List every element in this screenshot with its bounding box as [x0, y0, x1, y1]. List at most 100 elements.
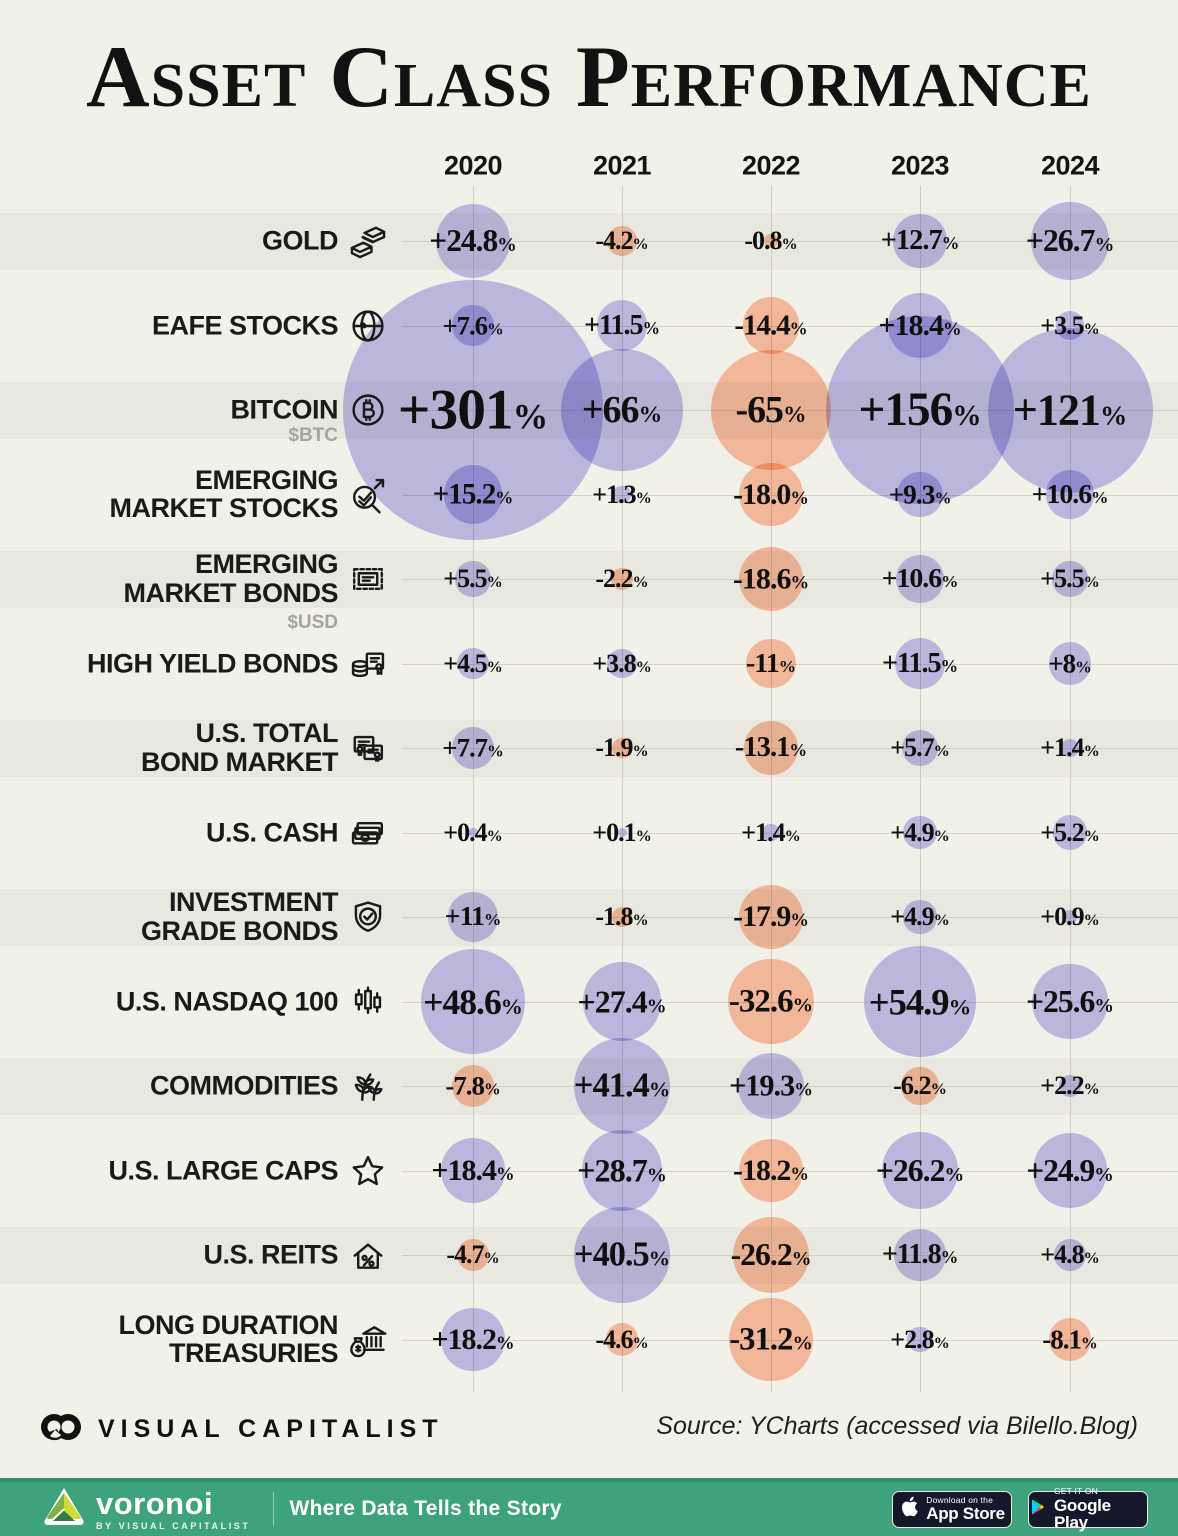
- negative-bubble: [764, 234, 778, 248]
- cell-value: +24.9%: [1026, 1152, 1114, 1188]
- app-store-badge[interactable]: Download on the App Store: [892, 1490, 1012, 1528]
- google-play-badge-line2: Google Play: [1054, 1495, 1111, 1532]
- voronoi-logo-icon: [42, 1486, 86, 1533]
- cell-value: +25.6%: [1026, 983, 1114, 1019]
- star-icon: [345, 1148, 391, 1194]
- negative-bubble: [452, 1065, 494, 1107]
- positive-bubble: [1048, 642, 1092, 685]
- row-label-u-s-nasdaq-100: U.S. NASDAQ 100: [115, 986, 339, 1017]
- negative-bubble: [606, 225, 638, 257]
- visual-capitalist-logo-icon: [38, 1406, 84, 1453]
- cell-value: +7.7%: [442, 732, 504, 763]
- positive-bubble: [561, 349, 683, 471]
- treasury-bank-icon: [345, 1317, 391, 1363]
- google-play-badge[interactable]: GET IT ON Google Play: [1028, 1487, 1148, 1532]
- negative-bubble: [742, 297, 800, 354]
- year-header-2024: 2024: [1040, 150, 1100, 181]
- column-gridline-2023: [919, 186, 921, 1392]
- negative-bubble: [605, 1323, 639, 1356]
- cell-value: -4.2%: [595, 226, 649, 255]
- cell-value: +19.3%: [729, 1068, 813, 1103]
- cell-value: +2.8%: [890, 1324, 950, 1354]
- negative-bubble: [1048, 1318, 1092, 1361]
- positive-bubble: [1053, 1238, 1087, 1272]
- cell-value: -1.9%: [595, 733, 649, 762]
- bond-stamp-icon: [345, 556, 391, 602]
- voronoi-wordmark: voronoi: [96, 1485, 214, 1521]
- row-sublabel: $USD: [287, 612, 338, 633]
- row-label-u-s-large-caps: U.S. LARGE CAPS: [108, 1155, 338, 1186]
- positive-bubble: [864, 945, 976, 1058]
- cell-value: -8.1%: [1042, 1324, 1098, 1354]
- cell-value: +4.5%: [443, 648, 503, 678]
- positive-bubble: [582, 962, 662, 1041]
- cell-value: -18.6%: [732, 561, 810, 596]
- visual-capitalist-brand: VISUAL CAPITALIST: [38, 1406, 444, 1453]
- negative-bubble: [729, 1297, 813, 1382]
- positive-bubble: [435, 203, 511, 279]
- cell-value: -7.8%: [445, 1070, 501, 1101]
- positive-bubble: [894, 1229, 946, 1281]
- apple-icon: [899, 1495, 919, 1523]
- positive-bubble: [1032, 963, 1108, 1040]
- footer-divider: [272, 1492, 274, 1526]
- cell-value: +1.3%: [592, 479, 652, 509]
- cell-value: +4.9%: [890, 817, 950, 847]
- cell-value: +18.4%: [878, 308, 962, 342]
- column-gridline-2024: [1069, 186, 1071, 1392]
- cell-value: +7.6%: [442, 310, 504, 340]
- cell-value: +11.8%: [881, 1239, 959, 1270]
- positive-bubble: [881, 1132, 959, 1209]
- cell-value: -18.2%: [733, 1153, 809, 1187]
- positive-bubble: [455, 561, 491, 597]
- certificates-icon: [345, 725, 391, 771]
- voronoi-brand: voronoi BY VISUAL CAPITALIST: [42, 1486, 251, 1533]
- negative-bubble: [743, 720, 799, 776]
- cell-value: -13.1%: [734, 732, 808, 763]
- cell-value: -4.6%: [595, 1324, 649, 1354]
- positive-bubble: [452, 727, 494, 769]
- row-label-emerging-market-bonds: EMERGING MARKET BONDS: [123, 549, 339, 608]
- positive-bubble: [1062, 909, 1078, 925]
- cell-value: -26.2%: [730, 1237, 812, 1272]
- cell-value: +4.8%: [1040, 1240, 1100, 1269]
- positive-bubble: [1058, 1074, 1082, 1098]
- source-text: Source: YCharts (accessed via Bilello.Bl…: [656, 1412, 1138, 1440]
- positive-bubble: [596, 300, 648, 351]
- cell-value: +40.5%: [573, 1235, 671, 1274]
- cell-value: -32.6%: [728, 983, 814, 1019]
- positive-bubble: [443, 465, 503, 524]
- cell-value: +66%: [581, 389, 663, 431]
- positive-bubble: [1045, 470, 1095, 519]
- positive-bubble: [573, 1037, 671, 1135]
- candlestick-chart-icon: [345, 979, 391, 1025]
- cell-value: +4.9%: [890, 902, 950, 931]
- positive-bubble: [894, 638, 946, 689]
- voronoi-subtitle: BY VISUAL CAPITALIST: [96, 1520, 251, 1531]
- cell-value: -6.2%: [893, 1071, 947, 1100]
- cash-stack-icon: [345, 810, 391, 856]
- positive-bubble: [607, 648, 637, 679]
- cell-value: -4.7%: [446, 1240, 500, 1269]
- positive-bubble: [738, 1053, 804, 1119]
- row-label-gold: GOLD: [262, 225, 339, 256]
- cell-value: +3.8%: [592, 648, 652, 678]
- cell-value: -14.4%: [734, 309, 808, 341]
- house-percent-icon: [345, 1232, 391, 1278]
- cell-value: -31.2%: [729, 1321, 813, 1357]
- cell-value: +2.2%: [1040, 1071, 1100, 1100]
- google-play-badge-line1: GET IT ON: [1054, 1486, 1098, 1497]
- cell-value: +54.9%: [868, 981, 972, 1022]
- negative-bubble: [732, 1216, 810, 1294]
- row-label-u-s-total-bond-market: U.S. TOTAL BOND MARKET: [141, 718, 339, 777]
- positive-bubble: [440, 1138, 506, 1203]
- cell-value: -11%: [745, 647, 797, 679]
- positive-bubble: [907, 1326, 933, 1353]
- cell-value: +8%: [1048, 648, 1092, 678]
- positive-bubble: [895, 554, 945, 604]
- row-label-u-s-cash: U.S. CASH: [205, 817, 339, 848]
- market-growth-icon: [345, 472, 391, 518]
- negative-bubble: [739, 462, 803, 527]
- cell-value: +12.7%: [880, 225, 960, 256]
